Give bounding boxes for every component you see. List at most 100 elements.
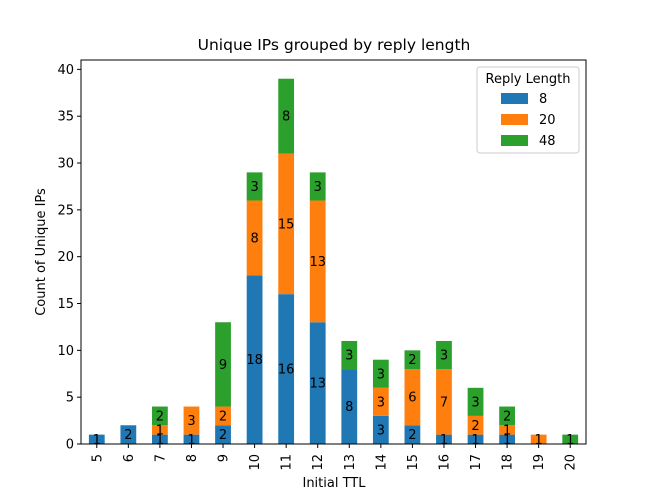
bar-label-ttl-14-len-48: 3	[377, 367, 385, 382]
bar-ttl-20-len-48	[562, 434, 579, 444]
bar-ttl-16-len-20	[436, 369, 452, 435]
bar-label-ttl-10-len-8: 18	[246, 353, 263, 368]
legend: Reply Length 8 20 48	[476, 66, 580, 154]
plot-frame	[80, 59, 587, 445]
x-tick-label-7: 7	[153, 454, 168, 462]
y-axis: 0 5 10 15 20 25 30 35 40	[57, 63, 81, 453]
x-tick-label-11: 11	[280, 454, 295, 471]
bar-label-ttl-18-len-20: 1	[503, 423, 511, 438]
bar-label-ttl-15-len-20: 6	[408, 391, 416, 406]
bar-ttl-18-len-8	[499, 434, 515, 444]
bar-ttl-14-len-48	[372, 359, 389, 388]
bar-label-ttl-17-len-48: 3	[471, 395, 479, 410]
bar-ttl-17-len-20	[467, 415, 484, 435]
x-tick-label-14: 14	[374, 454, 389, 471]
y-tick-label-15: 15	[57, 297, 74, 312]
x-tick-label-10: 10	[248, 454, 263, 471]
bar-ttl-8-len-8	[183, 434, 200, 444]
bar-ttl-14-len-20	[372, 387, 389, 416]
bar-label-ttl-11-len-8: 16	[278, 363, 295, 378]
chart-title: Unique IPs grouped by reply length	[198, 36, 471, 54]
y-tick-label-0: 0	[66, 438, 74, 453]
legend-swatch-8	[501, 93, 528, 104]
bar-ttl-18-len-48	[499, 406, 515, 426]
bar-ttl-15-len-8	[404, 425, 421, 444]
bar-ttl-6-len-8	[120, 425, 137, 444]
bar-ttl-17-len-48	[467, 387, 484, 416]
bar-ttl-16-len-8	[436, 434, 452, 444]
bar-label-ttl-9-len-20: 2	[219, 409, 227, 424]
bar-label-ttl-17-len-20: 2	[471, 419, 479, 434]
bar-ttl-12-len-48	[309, 172, 326, 201]
bar-ttl-9-len-20	[215, 406, 231, 426]
bar-label-ttl-12-len-48: 3	[314, 180, 322, 195]
bar-label-ttl-16-len-20: 7	[440, 395, 448, 410]
x-tick-label-15: 15	[406, 454, 421, 471]
bar-label-ttl-18-len-48: 2	[503, 409, 511, 424]
legend-swatch-48	[501, 135, 528, 146]
bar-ttl-13-len-48	[341, 340, 358, 370]
bar-ttl-15-len-20	[404, 369, 421, 426]
bar-label-ttl-12-len-20: 13	[309, 255, 326, 270]
y-axis-title: Count of Unique IPs	[34, 188, 49, 316]
bar-label-ttl-7-len-20: 1	[156, 423, 164, 438]
y-tick-label-25: 25	[57, 203, 74, 218]
x-axis-title: Initial TTL	[302, 476, 366, 491]
bar-label-ttl-18-len-8: 1	[503, 433, 511, 448]
bar-label-ttl-13-len-48: 3	[345, 349, 353, 364]
bar-label-ttl-10-len-48: 3	[250, 180, 258, 195]
legend-label-8: 8	[539, 92, 547, 107]
y-tick-label-5: 5	[66, 391, 74, 406]
x-tick-label-17: 17	[469, 454, 484, 471]
bar-ttl-12-len-8	[309, 322, 326, 444]
bar-ttl-15-len-48	[404, 350, 421, 370]
bar-label-ttl-13-len-8: 8	[345, 400, 353, 415]
bar-label-ttl-10-len-20: 8	[250, 231, 258, 246]
bar-ttl-7-len-20	[152, 425, 168, 435]
x-tick-label-20: 20	[564, 454, 579, 471]
bar-label-ttl-11-len-48: 8	[282, 110, 290, 125]
x-tick-label-18: 18	[501, 454, 516, 471]
bar-label-ttl-9-len-8: 2	[219, 428, 227, 443]
bar-label-ttl-7-len-8: 1	[156, 433, 164, 448]
y-tick-label-30: 30	[57, 157, 74, 172]
bar-ttl-11-len-48	[278, 78, 295, 154]
legend-swatch-20	[501, 114, 528, 125]
bar-ttl-19-len-20	[530, 434, 547, 444]
x-tick-label-8: 8	[185, 454, 200, 462]
bar-ttl-14-len-8	[372, 415, 389, 444]
bar-label-ttl-12-len-8: 13	[309, 377, 326, 392]
legend-title: Reply Length	[486, 72, 571, 87]
y-tick-label-40: 40	[57, 63, 74, 78]
bar-label-ttl-16-len-8: 1	[440, 433, 448, 448]
x-tick-label-6: 6	[122, 454, 137, 462]
x-tick-label-12: 12	[311, 454, 326, 471]
bar-ttl-9-len-48	[215, 322, 231, 407]
bar-label-ttl-8-len-20: 3	[187, 414, 195, 429]
bar-label-ttl-14-len-20: 3	[377, 395, 385, 410]
bar-label-ttl-14-len-8: 3	[377, 423, 385, 438]
bar-label-ttl-17-len-8: 1	[471, 433, 479, 448]
x-tick-label-9: 9	[217, 454, 232, 462]
bar-label-ttl-15-len-48: 2	[408, 353, 416, 368]
x-axis: 5 6 7 8 9 10 11 12 13 14 15 16 17 18 19 20	[90, 444, 579, 471]
legend-frame	[476, 66, 580, 154]
legend-label-48: 48	[539, 134, 556, 149]
bar-ttl-7-len-8	[152, 434, 168, 444]
y-tick-label-35: 35	[57, 110, 74, 125]
bar-ttl-11-len-8	[278, 294, 295, 444]
legend-label-20: 20	[539, 113, 556, 128]
bar-label-ttl-5-len-8: 1	[93, 433, 101, 448]
bar-ttl-11-len-20	[278, 153, 295, 295]
bar-ttl-16-len-48	[436, 340, 452, 370]
y-tick-label-10: 10	[57, 344, 74, 359]
bar-ttl-12-len-20	[309, 200, 326, 323]
bar-ttl-18-len-20	[499, 425, 515, 435]
bar-ttl-13-len-8	[341, 369, 358, 444]
bar-ttl-8-len-20	[183, 406, 200, 435]
bar-label-ttl-16-len-48: 3	[440, 349, 448, 364]
bar-label-ttl-11-len-20: 15	[278, 217, 295, 232]
